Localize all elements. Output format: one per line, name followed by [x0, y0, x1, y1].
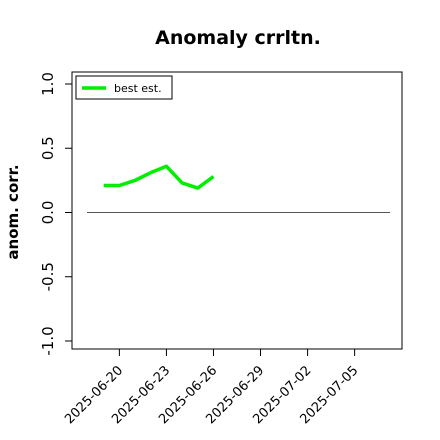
y-tick-label: -0.5 [39, 262, 57, 291]
plot-frame [71, 71, 403, 350]
y-axis-label: anom. corr. [4, 164, 22, 259]
chart-title: Anomaly crrltn. [155, 27, 321, 49]
legend: best est. [75, 75, 173, 100]
legend-label-best-est: best est. [114, 82, 162, 95]
y-axis-ticks: -1.0 -0.5 0.0 0.5 1.0 [39, 72, 72, 356]
y-tick-label: 0.5 [39, 136, 57, 160]
series-layer [103, 164, 215, 190]
y-tick-label: 0.0 [39, 201, 57, 225]
legend-box [75, 75, 173, 100]
series-line-best-est [103, 164, 215, 190]
y-tick-label: 1.0 [39, 72, 57, 96]
y-tick-label: -1.0 [39, 326, 57, 355]
x-axis-ticks: 2025-06-202025-06-232025-06-262025-06-29… [62, 349, 361, 427]
